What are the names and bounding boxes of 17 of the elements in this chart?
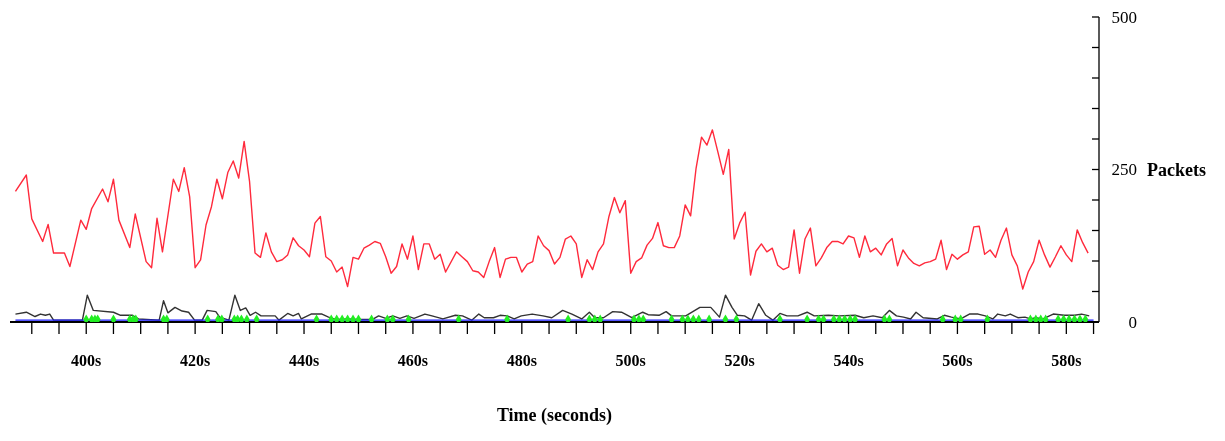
x-tick-label: 580s (1051, 351, 1082, 369)
y-tick-label: 500 (1111, 7, 1137, 27)
y-axis-title: Packets (1147, 159, 1206, 180)
x-tick-label: 520s (724, 351, 755, 369)
x-tick-label: 440s (288, 351, 320, 369)
x-tick-label: 560s (942, 351, 973, 369)
line-series (14, 294, 1090, 321)
line-series (14, 129, 1089, 290)
y-tick-label: 0 (1128, 312, 1137, 332)
x-tick-label: 500s (615, 351, 646, 369)
x-tick-label: 400s (71, 351, 102, 369)
x-tick-label: 540s (833, 351, 864, 369)
y-tick-label: 250 (1111, 160, 1137, 179)
x-tick-label: 420s (180, 351, 211, 369)
x-axis-title: Time (seconds) (496, 405, 613, 426)
x-tick-label: 460s (397, 351, 429, 369)
x-tick-label: 480s (506, 351, 537, 369)
